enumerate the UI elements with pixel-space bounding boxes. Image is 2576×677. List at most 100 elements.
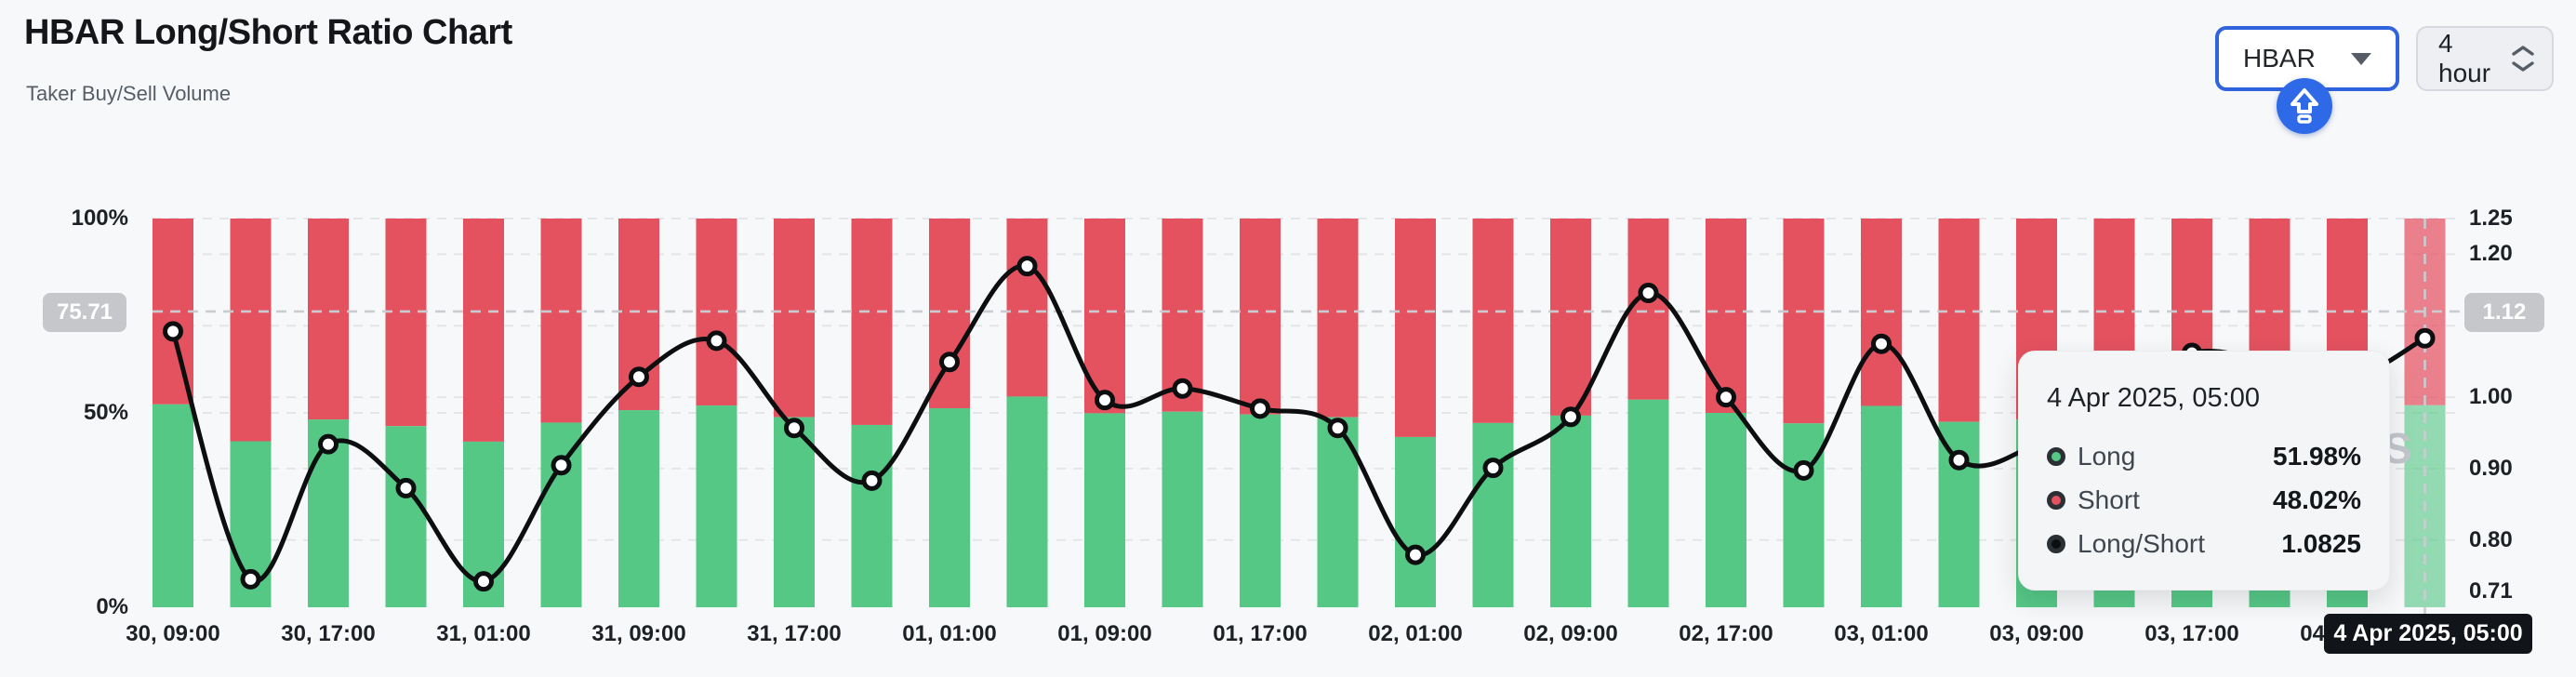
short-bar — [851, 219, 893, 425]
tooltip-short-label: Short — [2078, 485, 2140, 514]
long-marker-icon — [2047, 447, 2065, 466]
ratio-point — [240, 568, 261, 590]
x-axis-label: 30, 17:00 — [281, 621, 376, 646]
y-axis-label-left: 100% — [71, 206, 128, 231]
ratio-point — [1638, 282, 1659, 303]
crosshair-time-pill: 4 Apr 2025, 05:00 — [2324, 614, 2532, 654]
x-axis-label: 02, 01:00 — [1368, 621, 1463, 646]
long-bar — [153, 404, 193, 607]
x-axis-label: 03, 01:00 — [1834, 621, 1929, 646]
tooltip-row-ratio: Long/Short 1.0825 — [2047, 529, 2361, 559]
y-axis-label-right: 0.71 — [2469, 578, 2513, 604]
chevron-up-icon — [2512, 46, 2534, 56]
ratio-point — [1405, 544, 1426, 565]
ratio-point — [551, 455, 572, 476]
ratio-point — [1560, 406, 1581, 428]
x-axis-label: 03, 17:00 — [2144, 621, 2239, 646]
ratio-point — [395, 477, 417, 498]
y-axis-label-right: 1.00 — [2469, 384, 2513, 410]
y-axis-label-right: 1.25 — [2469, 206, 2513, 231]
ratio-point — [1793, 459, 1814, 481]
ratio-point — [2414, 327, 2436, 349]
page-subtitle: Taker Buy/Sell Volume — [26, 82, 232, 105]
short-marker-icon — [2047, 491, 2065, 510]
interval-stepper[interactable] — [2511, 45, 2535, 73]
ratio-point — [861, 470, 883, 491]
y-axis-label-right: 0.90 — [2469, 455, 2513, 481]
long-bar — [540, 422, 582, 607]
x-axis-label: 02, 09:00 — [1523, 621, 1618, 646]
symbol-select-value: HBAR — [2243, 44, 2316, 73]
ratio-point — [1016, 256, 1038, 277]
x-axis-label: 01, 17:00 — [1213, 621, 1308, 646]
long-bar — [1938, 421, 1980, 607]
tooltip-long-value: 51.98% — [2273, 442, 2361, 471]
ratio-point — [473, 571, 494, 592]
tooltip-long-label: Long — [2078, 442, 2136, 471]
ratio-point — [1716, 387, 1736, 408]
short-bar — [1938, 219, 1980, 422]
short-bar — [774, 219, 815, 418]
short-bar — [1472, 219, 1514, 423]
cursor-badge — [2277, 78, 2332, 134]
ratio-point — [163, 321, 183, 342]
short-bar — [308, 219, 349, 420]
x-axis-label: 01, 01:00 — [902, 621, 997, 646]
x-axis-label: 31, 17:00 — [747, 621, 842, 646]
tooltip-ratio-label: Long/Short — [2078, 529, 2205, 558]
chevron-down-icon — [2351, 52, 2371, 65]
long-bar — [618, 410, 659, 607]
long-bar — [1627, 399, 1669, 607]
x-axis-label: 31, 01:00 — [436, 621, 531, 646]
short-bar — [1395, 219, 1436, 437]
tooltip-short-value: 48.02% — [2273, 485, 2361, 514]
tooltip-row-short: Short 48.02% — [2047, 485, 2361, 515]
ratio-point — [629, 366, 649, 388]
y-axis-label-right: 0.80 — [2469, 526, 2513, 552]
y-axis-label-right: 1.20 — [2469, 241, 2513, 267]
long-bar — [385, 426, 427, 607]
chart-tooltip: 4 Apr 2025, 05:00 Long 51.98% Short 48.0… — [2018, 351, 2390, 591]
x-axis-label: 02, 17:00 — [1679, 621, 1773, 646]
short-bar — [929, 219, 970, 408]
long-bar — [1162, 411, 1203, 607]
crosshair-right-badge: 1.12 — [2464, 293, 2544, 332]
ratio-point — [1250, 398, 1270, 419]
ratio-point — [1482, 458, 1504, 479]
y-axis-label-left: 50% — [83, 400, 128, 425]
short-bar — [1550, 219, 1591, 416]
ratio-point — [1871, 333, 1892, 354]
long-bar — [1240, 414, 1281, 607]
ratio-point — [706, 330, 727, 352]
short-bar — [1783, 219, 1825, 424]
page-title: HBAR Long/Short Ratio Chart — [24, 13, 512, 52]
short-bar — [1240, 219, 1281, 415]
short-bar — [1706, 219, 1746, 413]
interval-select-value: 4 hour — [2438, 29, 2491, 87]
long-bar — [696, 405, 737, 607]
short-bar — [540, 219, 582, 423]
long-bar — [1861, 405, 1902, 607]
x-axis-label: 03, 09:00 — [1989, 621, 2084, 646]
ratio-marker-icon — [2047, 535, 2065, 553]
long-bar — [1550, 415, 1591, 607]
long-bar — [929, 407, 970, 607]
interval-select[interactable]: 4 hour — [2416, 26, 2554, 91]
ratio-point — [1172, 378, 1193, 399]
y-axis-label-left: 0% — [96, 594, 128, 619]
short-bar — [463, 219, 504, 442]
ratio-point — [784, 418, 804, 439]
ratio-point — [1095, 390, 1115, 411]
long-bar — [1395, 436, 1436, 607]
long-bar — [1472, 422, 1514, 607]
short-bar — [1317, 219, 1359, 418]
long-bar — [851, 424, 893, 607]
crosshair-left-badge: 75.71 — [43, 293, 126, 332]
short-bar — [1006, 219, 1048, 397]
long-bar — [774, 417, 815, 607]
tooltip-date: 4 Apr 2025, 05:00 — [2047, 383, 2260, 413]
tooltip-row-long: Long 51.98% — [2047, 442, 2361, 471]
short-bar — [385, 219, 427, 427]
x-axis-label: 31, 09:00 — [591, 621, 686, 646]
